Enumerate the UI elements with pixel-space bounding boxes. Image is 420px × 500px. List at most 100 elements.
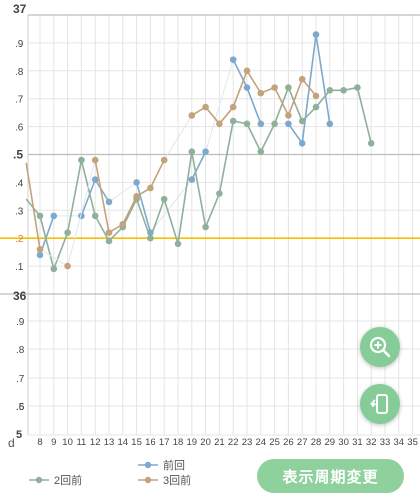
data-point-prev2: [298, 117, 306, 125]
x-tick-label: 21: [214, 437, 225, 448]
series-line-prev: [94, 179, 110, 203]
y-tick-label: .8: [16, 345, 25, 356]
data-point-prev2: [202, 223, 209, 231]
series-line-prev3: [122, 195, 138, 225]
x-tick-label: 8: [37, 437, 42, 448]
y-tick-label: .6: [16, 402, 25, 413]
series-line-prev2: [66, 159, 83, 233]
data-point-prev2: [243, 120, 251, 128]
x-tick-label: 35: [407, 437, 418, 448]
legend-line-prev-icon: [138, 461, 158, 469]
data-point-prev3: [298, 75, 306, 83]
series-line-prev2: [315, 89, 331, 108]
data-point-prev3: [160, 156, 168, 164]
x-tick-label: 34: [394, 437, 405, 448]
series-line-prev2: [149, 198, 165, 239]
legend-label-prev2: 2回前: [54, 475, 83, 487]
series-line-prev3: [301, 78, 317, 97]
data-point-prev: [257, 120, 265, 128]
series-line-prev: [108, 181, 137, 203]
x-tick-label: 12: [90, 437, 101, 448]
data-point-prev3: [229, 103, 237, 111]
y-tick-label: .9: [15, 39, 24, 50]
data-point-prev2: [216, 190, 223, 197]
series-line-prev2: [246, 123, 262, 153]
series-line-prev3: [218, 106, 234, 125]
legend-line-prev3-icon: [138, 476, 158, 484]
zoom-in-icon: [369, 336, 391, 358]
series-line-prev3: [149, 159, 165, 189]
data-point-prev2: [36, 212, 44, 220]
data-point-prev2: [91, 212, 99, 220]
data-point-prev2: [188, 148, 196, 156]
x-tick-label: 17: [159, 437, 170, 448]
series-line-prev2: [356, 87, 372, 144]
data-point-prev2: [354, 84, 361, 91]
data-point-prev2: [147, 234, 154, 242]
data-point-prev3: [91, 156, 99, 164]
series-line-prev3: [273, 87, 290, 116]
data-point-prev: [202, 148, 209, 156]
series-line-prev2: [260, 123, 276, 153]
series-line-prev2: [287, 87, 303, 122]
data-point-prev: [105, 198, 113, 206]
data-point-prev3: [202, 103, 209, 111]
x-tick-label: 22: [228, 437, 239, 448]
y-tick-label: 5: [16, 429, 22, 441]
rotate-device-icon: [370, 394, 388, 414]
legend-line-prev2-icon: [29, 476, 49, 484]
data-point-prev2: [285, 84, 292, 91]
series-line-prev3: [25, 162, 41, 250]
y-tick-label: .5: [13, 148, 23, 162]
series-line-prev2: [191, 151, 207, 228]
y-tick-label: .1: [15, 262, 24, 273]
data-point-prev: [91, 176, 99, 183]
rotate-screen-button[interactable]: [360, 384, 400, 424]
series-line-prev: [315, 34, 331, 124]
y-tick-label: 37: [13, 2, 27, 16]
data-point-prev: [229, 56, 237, 63]
x-tick-label: 13: [104, 437, 115, 448]
data-point-prev: [188, 176, 196, 183]
x-tick-label: 11: [76, 437, 86, 448]
x-tick-label: 15: [131, 437, 142, 448]
legend-item-prev2: 2回前: [28, 472, 82, 488]
y-tick-label: .2: [15, 234, 24, 245]
x-tick-label: 29: [325, 437, 336, 448]
data-point-prev: [36, 251, 44, 259]
data-point-prev2: [340, 87, 347, 94]
y-tick-label: .7: [15, 95, 24, 106]
x-tick-label: 18: [173, 437, 184, 448]
x-tick-label: 16: [145, 437, 156, 448]
series-line-prev2: [163, 198, 179, 245]
legend-label-prev3: 3回前: [163, 475, 192, 487]
y-tick-label: .6: [15, 123, 24, 134]
x-tick-label: 14: [118, 437, 129, 448]
data-point-prev2: [229, 117, 237, 125]
legend-item-prev3: 3回前: [137, 472, 191, 488]
y-tick-label: .3: [15, 206, 24, 217]
y-tick-label: .5: [16, 402, 25, 413]
x-axis-prefix-label: d: [8, 436, 15, 450]
series-line-prev: [150, 179, 193, 233]
data-point-prev3: [271, 84, 278, 91]
x-tick-label: 26: [283, 437, 294, 448]
zoom-button[interactable]: [360, 327, 400, 367]
data-point-prev: [133, 179, 140, 186]
x-tick-label: 23: [242, 437, 253, 448]
series-line-prev3: [287, 78, 303, 116]
data-point-prev: [298, 140, 306, 147]
series-line-prev: [191, 151, 207, 180]
x-tick-label: 24: [256, 437, 267, 448]
data-point-prev3: [147, 184, 154, 192]
data-point-prev: [243, 84, 251, 91]
data-point-prev3: [105, 229, 113, 236]
series-line-prev3: [94, 159, 110, 233]
change-period-button[interactable]: 表示周期変更: [257, 459, 404, 493]
data-point-prev2: [326, 87, 334, 94]
data-point-prev: [312, 31, 320, 38]
series-line-prev2: [135, 198, 152, 239]
legend-label-prev: 前回: [163, 460, 185, 472]
data-point-prev: [50, 212, 58, 220]
